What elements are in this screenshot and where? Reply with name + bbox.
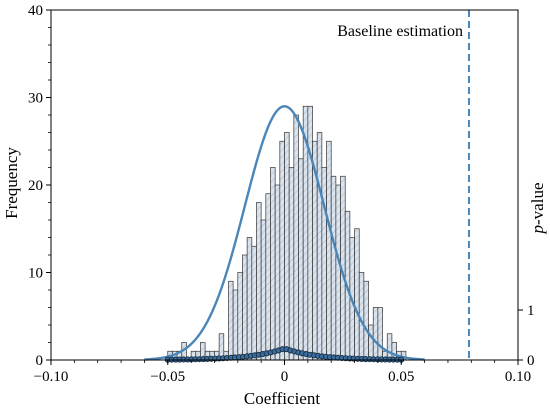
- histogram-bar: [274, 184, 281, 361]
- y-tick-label: 0: [36, 353, 44, 369]
- y-right-tick-label: 1: [527, 303, 535, 319]
- y-tick-label: 30: [28, 91, 43, 107]
- y-tick-label: 40: [28, 3, 43, 19]
- histogram-bar: [260, 219, 267, 361]
- histogram-bar: [354, 228, 360, 361]
- histogram-bar: [228, 280, 234, 361]
- pvalue-layer: [164, 346, 405, 363]
- histogram-bar: [265, 193, 271, 361]
- histogram-bar: [237, 272, 243, 361]
- y-axis-right-label: p-value: [528, 183, 547, 235]
- y-right-tick-label: 0: [527, 353, 535, 369]
- histogram-bar: [232, 289, 239, 361]
- x-axis-label: Coefficient: [244, 389, 320, 408]
- density-curve: [144, 105, 425, 361]
- histogram-bar: [363, 280, 369, 361]
- y-axis-right-label-prefix: p: [528, 225, 547, 235]
- text-layer: Coefficient Frequency p-value Baseline e…: [2, 23, 547, 408]
- bars-layer: [167, 105, 407, 361]
- y-tick-label: 20: [28, 178, 43, 194]
- x-tick-label: −0.05: [150, 369, 185, 385]
- histogram-bar: [256, 202, 262, 361]
- baseline-label: Baseline estimation: [337, 23, 463, 40]
- x-tick-label: 0.05: [388, 369, 414, 385]
- histogram-bar: [279, 140, 285, 361]
- histogram-bar: [284, 132, 290, 361]
- histogram-bar: [251, 245, 257, 361]
- y-axis-right-label-suffix: -value: [528, 183, 547, 225]
- histogram-bar: [246, 237, 253, 361]
- kde-layer: [144, 105, 425, 361]
- histogram-bar: [270, 167, 276, 361]
- histogram-bar: [288, 167, 295, 361]
- histogram-bar: [368, 324, 374, 361]
- histogram-bar: [242, 254, 248, 361]
- histogram-bar: [386, 333, 393, 361]
- histogram-bar: [372, 307, 379, 361]
- histogram-bar: [316, 132, 323, 361]
- histogram-bar: [335, 184, 341, 361]
- histogram-bar: [330, 175, 337, 361]
- y-tick-label: 10: [28, 266, 43, 282]
- y-axis-label: Frequency: [2, 147, 21, 219]
- x-tick-label: 0: [281, 369, 289, 385]
- histogram-bar: [307, 105, 313, 361]
- histogram-bar: [326, 140, 332, 361]
- x-tick-label: −0.10: [34, 369, 69, 385]
- x-tick-label: 0.10: [505, 369, 531, 385]
- histogram-bar: [293, 114, 299, 361]
- histogram-bar: [298, 158, 304, 361]
- histogram-bar: [377, 307, 383, 361]
